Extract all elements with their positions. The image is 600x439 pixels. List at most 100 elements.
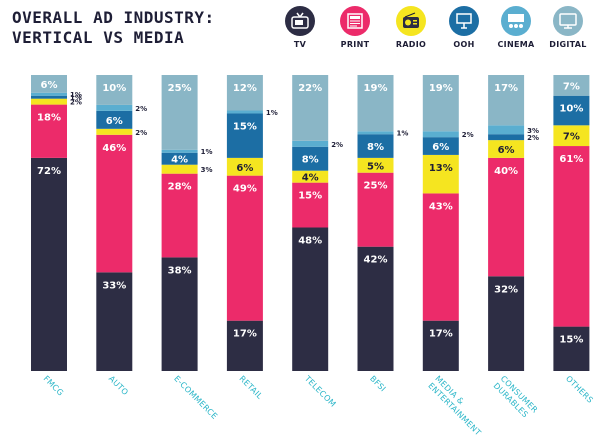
data-label: 2% (462, 131, 474, 139)
bar-segment-cinema (161, 149, 198, 153)
category-label: E-COMMERCE (172, 374, 219, 421)
bar-segment-cinema (488, 125, 525, 135)
legend-item-ooh: OOH (439, 6, 489, 49)
bar-segment-ooh (161, 152, 198, 165)
bar-segment-print (96, 134, 133, 273)
data-label: 3% (527, 127, 539, 135)
data-label: 6% (41, 80, 58, 91)
data-label: 43% (429, 201, 453, 212)
bar-segment-ooh (422, 137, 459, 155)
bar-segment-tv (553, 326, 590, 371)
data-label: 5% (367, 161, 384, 172)
bar-segment-radio (31, 98, 67, 105)
bar-segment-radio (96, 128, 133, 135)
data-label: 4% (171, 155, 188, 166)
data-label: 17% (233, 329, 257, 340)
data-label: 25% (168, 83, 192, 94)
category-label: CONSUMERDURABLES (492, 374, 540, 422)
data-label: 6% (432, 142, 449, 153)
data-label: 33% (102, 280, 126, 291)
data-label: 6% (106, 116, 123, 127)
bar-segment-radio (553, 125, 590, 147)
data-label: 40% (494, 166, 518, 177)
legend-item-print: PRINT (330, 6, 380, 49)
category-label: FMCG (42, 374, 66, 398)
bar-segment-ooh (96, 110, 133, 129)
bar-segment-cinema (292, 140, 329, 147)
bar-segment-cinema (96, 104, 133, 111)
bar-segment-digital (357, 75, 394, 132)
legend: TV PRINT RADIO OOH CINEMA DIGITAL (0, 0, 600, 60)
data-label: 1% (397, 130, 409, 138)
category-label: BFSI (368, 374, 388, 394)
category-label: AUTO (107, 374, 130, 397)
data-label: 12% (233, 83, 257, 94)
bar-segment-radio (422, 154, 459, 194)
data-label: 3% (201, 166, 213, 174)
data-label: 6% (498, 145, 515, 156)
bar-segment-digital (161, 75, 198, 150)
radio-icon (396, 6, 426, 36)
data-label: 1% (70, 91, 82, 99)
legend-label-tv: TV (293, 40, 307, 49)
data-label: 32% (494, 284, 518, 295)
bar-segment-print (226, 175, 263, 321)
bar-segment-print (488, 157, 525, 277)
data-label: 8% (302, 155, 319, 166)
tv-icon (285, 6, 315, 36)
bar-segment-cinema (357, 131, 394, 135)
category-label: OTHERS (564, 374, 595, 405)
legend-label-print: PRINT (340, 40, 370, 49)
data-label: 19% (429, 83, 453, 94)
bar-segment-tv (422, 320, 459, 371)
data-label: 2% (331, 141, 343, 149)
bar-segment-digital (96, 75, 133, 105)
data-label: 42% (364, 255, 388, 266)
bar-segment-print (31, 104, 67, 158)
data-label: 7% (563, 132, 580, 143)
data-label: 2% (135, 105, 147, 113)
bar-segment-ooh (357, 134, 394, 158)
category-label: TELECOM (302, 373, 338, 409)
monitor-icon (553, 6, 583, 36)
newspaper-icon (340, 6, 370, 36)
legend-item-digital: DIGITAL (543, 6, 593, 49)
bar-segment-cinema (226, 110, 263, 114)
chart-title-line-2: VERTICAL VS MEDIA (12, 28, 185, 47)
bar-segment-ooh (292, 146, 329, 171)
bar-segment-cinema (422, 131, 459, 138)
data-label: 6% (236, 163, 253, 174)
bar-segment-digital (488, 75, 525, 126)
billboard-icon (449, 6, 479, 36)
bar-segment-cinema (31, 92, 67, 96)
bar-segment-digital (553, 75, 590, 96)
legend-item-cinema: CINEMA (491, 6, 541, 49)
bar-segment-radio (226, 157, 263, 176)
bar-segment-tv (488, 276, 525, 371)
bar-segment-radio (488, 140, 525, 158)
data-label: 13% (429, 163, 453, 174)
data-label: 61% (559, 154, 583, 165)
bar-segment-tv (161, 257, 198, 371)
data-label: 1% (201, 148, 213, 156)
data-label: 19% (364, 83, 388, 94)
data-label: 1% (266, 109, 278, 117)
data-label: 48% (298, 235, 322, 246)
bar-segment-digital (422, 75, 459, 132)
data-label: 17% (429, 329, 453, 340)
bar-segment-digital (226, 75, 263, 111)
data-label: 28% (168, 182, 192, 193)
data-label: 2% (135, 129, 147, 137)
bar-segment-print (161, 173, 198, 258)
data-label: 15% (298, 191, 322, 202)
data-label: 72% (37, 166, 61, 177)
data-label: 8% (367, 142, 384, 153)
data-label: 18% (37, 113, 61, 124)
data-label: 7% (563, 81, 580, 92)
bar-segment-digital (292, 75, 329, 141)
bar-segment-tv (357, 246, 394, 371)
data-label: 17% (494, 83, 518, 94)
category-label: MEDIA &ENTERTAINMENT (426, 374, 489, 437)
legend-label-ooh: OOH (453, 40, 475, 49)
data-label: 49% (233, 184, 257, 195)
